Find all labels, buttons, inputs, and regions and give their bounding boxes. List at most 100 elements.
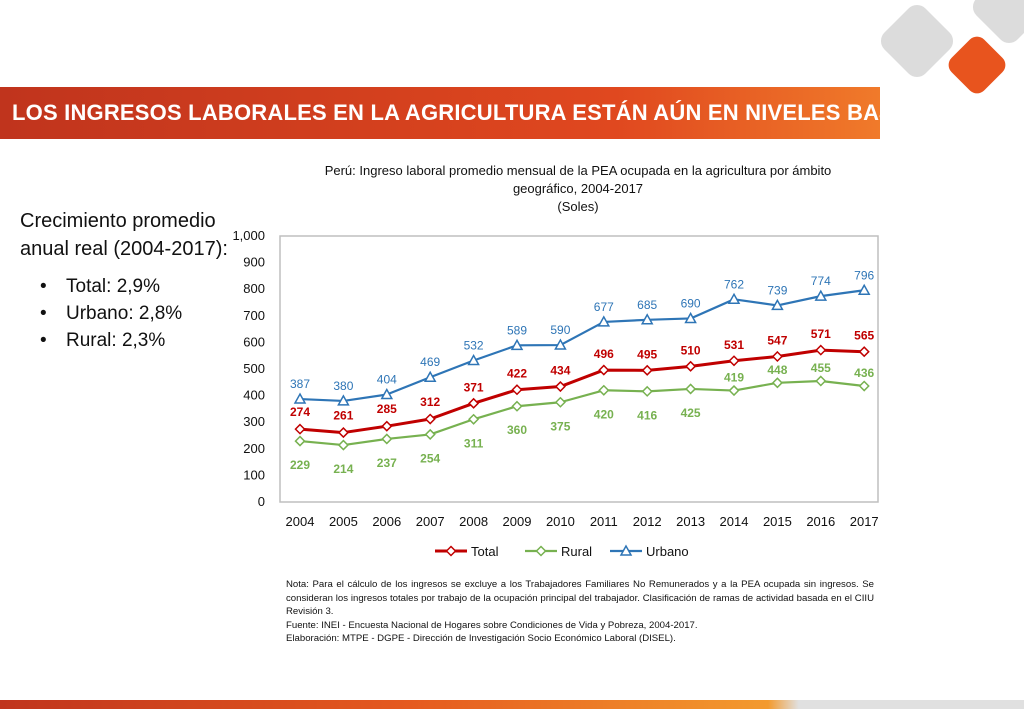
growth-item-urbano: Urbano: 2,8% bbox=[20, 300, 260, 327]
data-label-total: 547 bbox=[767, 333, 787, 347]
data-label-rural: 375 bbox=[550, 419, 570, 433]
y-tick-label: 300 bbox=[243, 414, 265, 429]
data-label-urbano: 774 bbox=[811, 274, 831, 288]
marker-rural bbox=[858, 380, 870, 392]
marker-urbano bbox=[597, 315, 611, 327]
data-label-rural: 425 bbox=[681, 406, 701, 420]
marker-total bbox=[641, 364, 653, 376]
marker-total bbox=[858, 346, 870, 358]
data-label-rural: 229 bbox=[290, 458, 310, 472]
growth-heading: Crecimiento promedio anual real (2004-20… bbox=[20, 210, 228, 260]
y-tick-label: 100 bbox=[243, 467, 265, 482]
legend-label-urbano: Urbano bbox=[646, 544, 689, 559]
data-label-rural: 311 bbox=[464, 436, 484, 450]
logo-gray-square bbox=[880, 4, 954, 78]
data-label-rural: 214 bbox=[333, 462, 353, 476]
logo-gray-square-right bbox=[972, 0, 1024, 44]
x-tick-label: 2004 bbox=[286, 514, 315, 529]
y-tick-label: 800 bbox=[243, 281, 265, 296]
marker-total bbox=[771, 350, 783, 363]
marker-rural bbox=[641, 385, 653, 397]
data-label-urbano: 690 bbox=[681, 296, 701, 310]
data-label-rural: 455 bbox=[811, 361, 831, 375]
y-tick-label: 900 bbox=[243, 255, 265, 270]
marker-urbano bbox=[640, 313, 654, 325]
data-label-total: 571 bbox=[811, 327, 831, 341]
marker-rural bbox=[685, 383, 697, 395]
y-tick-label: 700 bbox=[243, 308, 265, 323]
marker-urbano bbox=[684, 311, 697, 324]
y-tick-label: 1,000 bbox=[232, 228, 265, 243]
data-label-total: 371 bbox=[464, 380, 484, 394]
legend-marker-rural bbox=[535, 545, 547, 557]
marker-total bbox=[728, 355, 740, 367]
data-label-total: 496 bbox=[594, 347, 614, 361]
title-bar: LOS INGRESOS LABORALES EN LA AGRICULTURA… bbox=[0, 87, 924, 139]
x-tick-label: 2009 bbox=[503, 514, 532, 529]
data-label-urbano: 677 bbox=[594, 300, 614, 314]
marker-urbano bbox=[380, 387, 394, 400]
chart-title-line: Perú: Ingreso laboral promedio mensual d… bbox=[325, 163, 832, 178]
y-tick-label: 500 bbox=[243, 361, 265, 376]
data-label-urbano: 590 bbox=[550, 323, 570, 337]
marker-rural bbox=[511, 400, 523, 412]
marker-urbano bbox=[771, 298, 784, 311]
data-label-total: 531 bbox=[724, 338, 744, 352]
data-label-rural: 360 bbox=[507, 423, 527, 437]
marker-total bbox=[511, 384, 523, 396]
x-tick-label: 2017 bbox=[850, 514, 879, 529]
data-label-urbano: 685 bbox=[637, 298, 657, 312]
slide-title: LOS INGRESOS LABORALES EN LA AGRICULTURA… bbox=[12, 100, 924, 125]
data-label-urbano: 404 bbox=[377, 373, 397, 387]
x-tick-label: 2012 bbox=[633, 514, 662, 529]
marker-urbano bbox=[727, 292, 741, 305]
legend-marker-total bbox=[445, 545, 457, 557]
marker-rural bbox=[381, 433, 393, 445]
data-label-rural: 436 bbox=[854, 366, 874, 380]
chart-notes: Nota: Para el cálculo de los ingresos se… bbox=[286, 578, 874, 646]
growth-list: Total: 2,9% Urbano: 2,8% Rural: 2,3% bbox=[20, 273, 260, 354]
marker-rural bbox=[815, 375, 827, 387]
marker-urbano bbox=[293, 392, 307, 404]
x-tick-label: 2010 bbox=[546, 514, 575, 529]
marker-urbano bbox=[554, 338, 567, 350]
marker-rural bbox=[468, 413, 480, 425]
x-tick-label: 2013 bbox=[676, 514, 705, 529]
marker-rural bbox=[728, 384, 740, 397]
data-label-urbano: 739 bbox=[767, 283, 787, 297]
x-tick-label: 2014 bbox=[720, 514, 749, 529]
data-label-urbano: 762 bbox=[724, 277, 744, 291]
series-line-urbano bbox=[299, 289, 865, 403]
marker-rural bbox=[424, 428, 436, 440]
data-label-urbano: 387 bbox=[290, 377, 310, 391]
marker-total bbox=[554, 380, 566, 393]
marker-rural bbox=[554, 396, 566, 408]
note-text: Nota: Para el cálculo de los ingresos se… bbox=[286, 579, 874, 618]
marker-urbano bbox=[467, 353, 480, 366]
legend-marker-urbano bbox=[619, 544, 633, 556]
source-text: Fuente: INEI - Encuesta Nacional de Hoga… bbox=[286, 619, 698, 631]
marker-total bbox=[381, 420, 393, 432]
data-label-urbano: 796 bbox=[854, 268, 874, 282]
marker-total bbox=[598, 364, 610, 376]
data-label-rural: 416 bbox=[637, 408, 657, 422]
data-label-urbano: 589 bbox=[507, 323, 527, 337]
marker-urbano bbox=[857, 283, 871, 296]
data-label-total: 261 bbox=[333, 409, 353, 423]
series-line-total bbox=[299, 348, 865, 435]
legend-label-total: Total bbox=[471, 544, 499, 559]
marker-urbano bbox=[510, 338, 524, 351]
data-label-urbano: 380 bbox=[333, 379, 353, 393]
y-tick-label: 200 bbox=[243, 441, 265, 456]
data-label-total: 495 bbox=[637, 347, 657, 361]
data-label-total: 312 bbox=[420, 395, 440, 409]
marker-total bbox=[294, 423, 306, 435]
data-label-rural: 254 bbox=[420, 451, 440, 465]
y-tick-label: 600 bbox=[243, 334, 265, 349]
data-label-rural: 237 bbox=[377, 456, 397, 470]
marker-urbano bbox=[814, 289, 828, 301]
marker-total bbox=[685, 360, 697, 372]
chart-title-line: geográfico, 2004-2017 bbox=[513, 181, 643, 196]
x-tick-label: 2015 bbox=[763, 514, 792, 529]
chart-title: Perú: Ingreso laboral promedio mensual d… bbox=[325, 163, 832, 214]
